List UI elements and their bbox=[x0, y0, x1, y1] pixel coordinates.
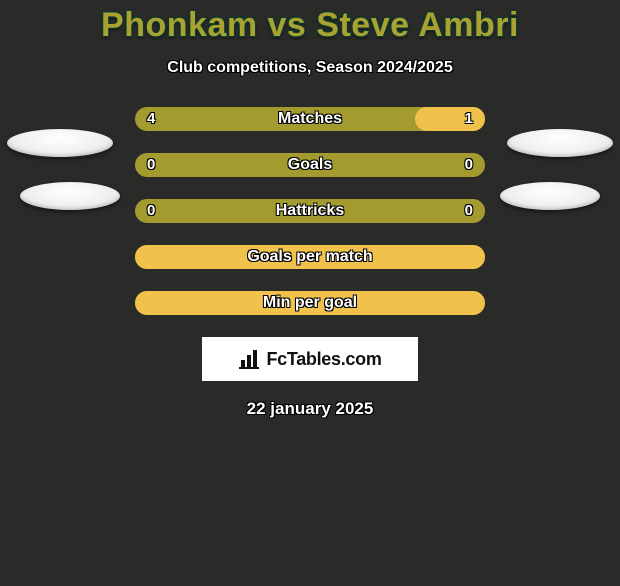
bar-fill-full bbox=[135, 291, 485, 315]
stat-value-right: 1 bbox=[465, 107, 473, 131]
bar-fill-right bbox=[415, 107, 485, 131]
bar-chart-icon bbox=[238, 349, 260, 369]
player1-badge-top bbox=[7, 129, 113, 157]
bar-track bbox=[135, 199, 485, 223]
date-text: 22 january 2025 bbox=[0, 399, 620, 419]
stat-row-hattricks: 0 0 Hattricks bbox=[135, 199, 485, 223]
stat-value-left: 0 bbox=[147, 153, 155, 177]
player1-badge-bottom bbox=[20, 182, 120, 210]
bar-fill-full bbox=[135, 245, 485, 269]
logo-box: FcTables.com bbox=[202, 337, 418, 381]
stat-row-goals: 0 0 Goals bbox=[135, 153, 485, 177]
bar-track bbox=[135, 153, 485, 177]
stat-row-min-per-goal: Min per goal bbox=[135, 291, 485, 315]
subtitle: Club competitions, Season 2024/2025 bbox=[0, 59, 620, 77]
stat-value-right: 0 bbox=[465, 153, 473, 177]
logo-text: FcTables.com bbox=[266, 349, 381, 370]
player2-badge-bottom bbox=[500, 182, 600, 210]
page-title: Phonkam vs Steve Ambri bbox=[0, 6, 620, 45]
stat-value-left: 0 bbox=[147, 199, 155, 223]
stat-row-matches: 4 1 Matches bbox=[135, 107, 485, 131]
stat-value-left: 4 bbox=[147, 107, 155, 131]
player2-badge-top bbox=[507, 129, 613, 157]
stat-row-goals-per-match: Goals per match bbox=[135, 245, 485, 269]
fctables-logo: FcTables.com bbox=[238, 349, 381, 370]
stat-value-right: 0 bbox=[465, 199, 473, 223]
